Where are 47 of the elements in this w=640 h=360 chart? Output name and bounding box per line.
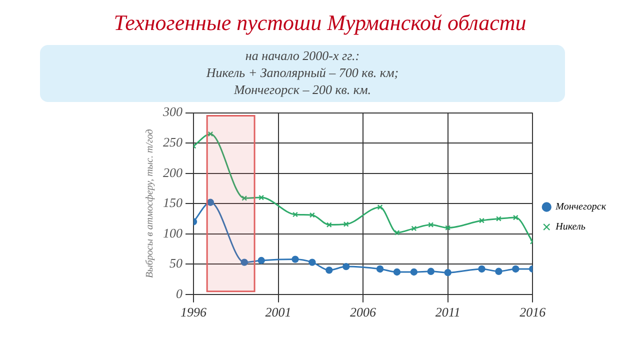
y-tick-label: 300 <box>162 104 183 120</box>
point <box>206 198 214 206</box>
point <box>292 256 299 263</box>
point <box>208 131 214 137</box>
y-tick-label: 0 <box>176 286 183 301</box>
x-tick-label: 2011 <box>435 304 460 320</box>
y-tick-label: 200 <box>163 164 183 180</box>
point <box>242 195 248 201</box>
y-axis-title: Выбросы в атмосферу, тыс. т/год <box>144 129 156 278</box>
point <box>445 225 451 231</box>
point <box>411 226 417 232</box>
point <box>326 222 332 228</box>
chart-title: Техногенные пустоши Мурманской области <box>112 10 528 36</box>
point <box>326 266 333 274</box>
point <box>309 212 315 218</box>
point <box>292 212 298 218</box>
point <box>342 262 350 270</box>
x-tick-label: 2006 <box>350 304 377 320</box>
point <box>377 204 383 210</box>
y-tick-label: 250 <box>163 134 183 150</box>
y-tick-label: 150 <box>163 195 183 210</box>
point <box>496 216 502 222</box>
x-tick-label: 2016 <box>520 304 546 320</box>
point <box>258 194 264 200</box>
y-tick-label: 100 <box>163 225 183 240</box>
point <box>495 268 502 275</box>
point <box>512 265 520 273</box>
point <box>376 265 384 273</box>
point <box>444 269 452 276</box>
legend-label: Никель <box>554 222 586 233</box>
point <box>410 268 418 276</box>
point <box>479 218 484 224</box>
point <box>343 221 349 227</box>
point <box>393 268 401 276</box>
point <box>308 258 316 266</box>
point <box>240 258 248 266</box>
point <box>428 222 434 228</box>
x-tick-label: 2001 <box>265 304 292 320</box>
y-tick-label: 50 <box>170 256 183 271</box>
x-tick-label: 1996 <box>180 304 207 320</box>
point <box>394 230 400 236</box>
point <box>258 256 265 264</box>
legend-label: Мончегорск <box>554 202 606 213</box>
point <box>427 268 434 275</box>
point <box>512 214 518 220</box>
chart-subtitle: на начало 2000-х гг.: Никель + Заполярный – 700 кв. км; Мончегорск – 200 кв. км. <box>40 45 565 102</box>
point <box>478 265 486 273</box>
